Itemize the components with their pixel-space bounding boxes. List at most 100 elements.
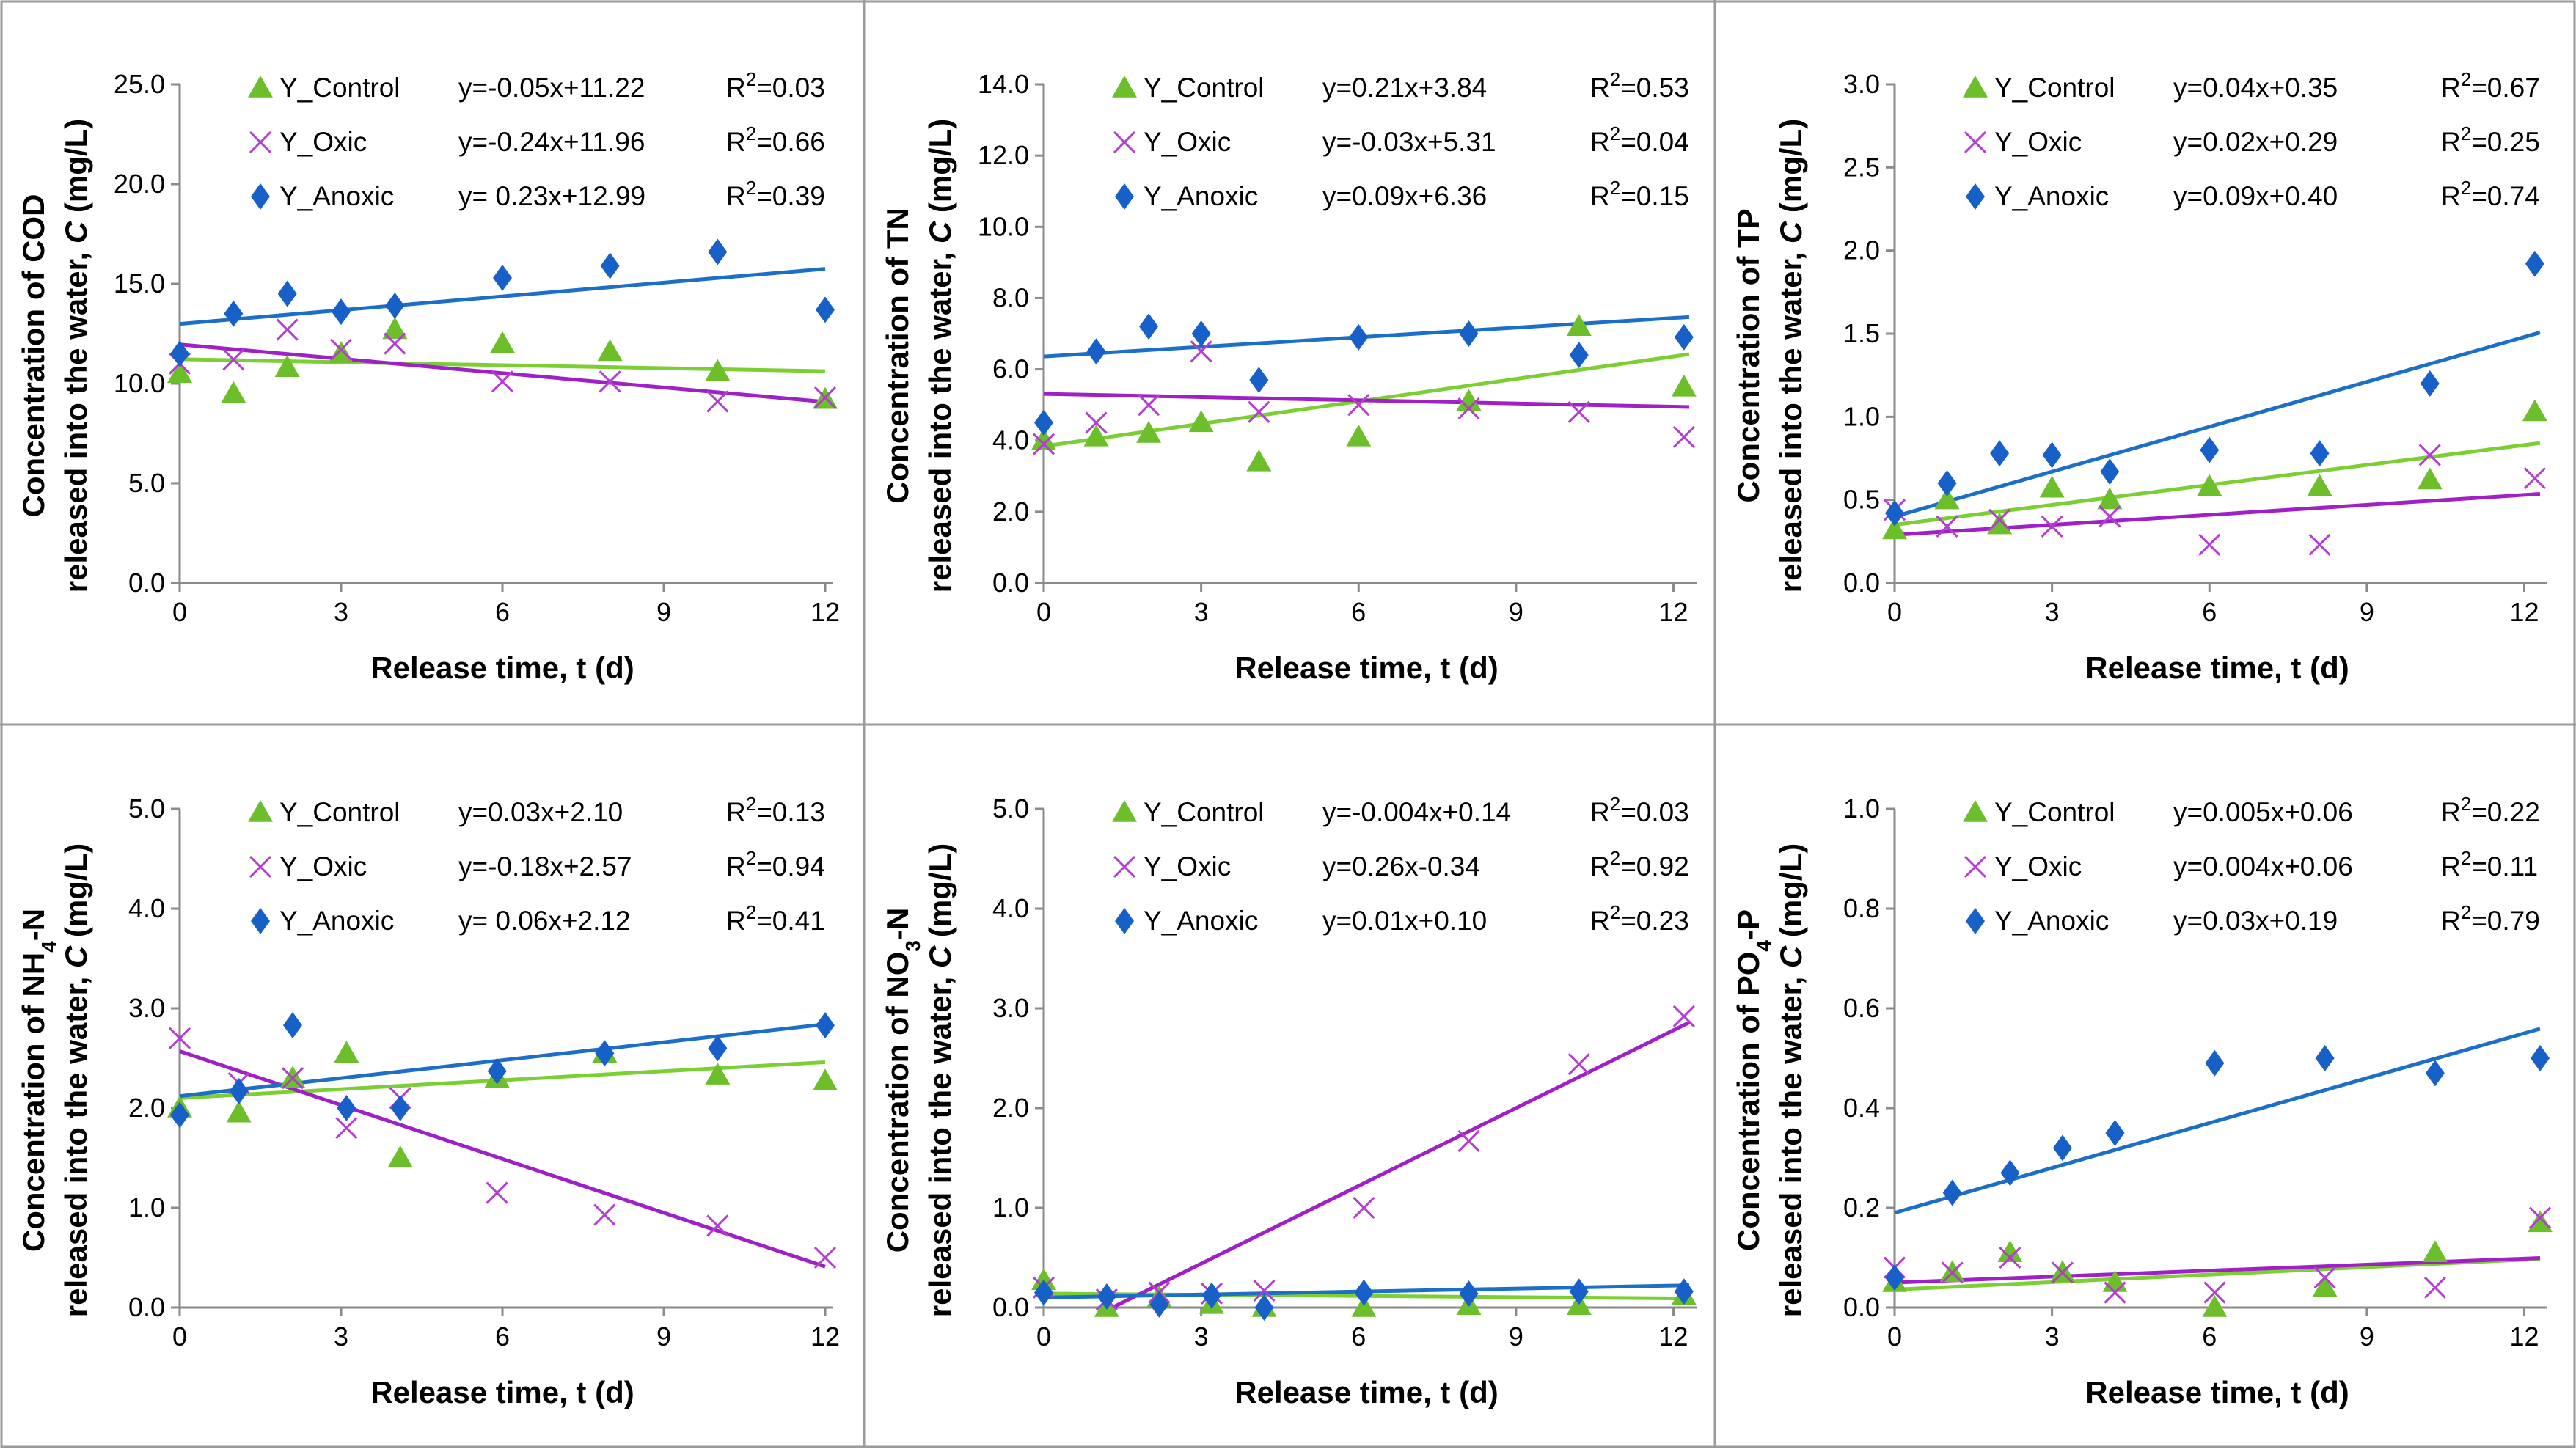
data-point-y-anoxic	[277, 280, 297, 307]
x-axis-label: Release time, t (d)	[370, 1375, 634, 1409]
r2-value: =0.13	[756, 797, 825, 827]
x-tick-label: 9	[2360, 597, 2374, 627]
data-point-y-oxic	[486, 1181, 508, 1204]
data-point-y-oxic	[222, 348, 245, 371]
r2-value: =0.03	[756, 73, 825, 103]
data-point-y-oxic	[1988, 508, 2011, 531]
legend-label: Y_Oxic	[1994, 127, 2082, 157]
data-point-y-control	[1188, 410, 1214, 433]
data-point-y-oxic	[2308, 533, 2331, 556]
data-point-y-anoxic	[2420, 370, 2440, 397]
legend-equation: y=0.09x+0.40	[2173, 181, 2338, 211]
chart-panel-3: 0.0 0.5 1.0 1.5 2.0 2.5 3.0 0 3 6 9 12 Release time,…	[1731, 68, 2547, 685]
r2-value: =0.92	[1620, 851, 1689, 881]
y-tick-label: 4.0	[128, 893, 165, 923]
data-point-y-anoxic	[283, 1012, 302, 1039]
data-point-y-anoxic	[1459, 1280, 1479, 1307]
data-point-y-anoxic	[1034, 409, 1053, 436]
y-tick-label: 0.5	[1843, 485, 1880, 515]
data-point-y-anoxic	[170, 340, 189, 367]
data-point-y-control	[334, 1041, 359, 1063]
data-point-y-anoxic	[2105, 1120, 2125, 1146]
y-axis-label-part: (mg/L)	[923, 843, 957, 946]
data-point-y-anoxic	[2531, 1045, 2550, 1071]
y-tick-label: 0.4	[1843, 1093, 1880, 1123]
legend-marker	[1966, 183, 1985, 210]
data-point-y-anoxic	[229, 1077, 249, 1104]
y-tick-label: 8.0	[992, 282, 1029, 312]
data-point-y-anoxic	[2315, 1045, 2335, 1071]
data-point-y-anoxic	[1674, 1278, 1694, 1305]
data-point-y-control	[705, 1063, 731, 1085]
data-point-y-control	[167, 361, 192, 384]
data-point-y-anoxic	[2425, 1060, 2445, 1087]
y-tick-label: 25.0	[114, 69, 165, 99]
data-point-y-anoxic	[2052, 1134, 2072, 1162]
y-axis-label-line: Concentration of PO4-P	[1731, 909, 1775, 1251]
y-axis-label-line: Concentration of TN	[880, 208, 915, 504]
r2-prefix: R	[1590, 851, 1610, 881]
y-tick-label: 1.0	[992, 1192, 1029, 1222]
r2-prefix: R	[1590, 181, 1610, 211]
x-axis-label: Release time, t (d)	[370, 650, 634, 685]
y-axis-label-part: Concentration of PO	[1731, 952, 1765, 1251]
x-axis-label: Release time, t (d)	[2085, 650, 2349, 685]
x-tick-label: 0	[1887, 1321, 1902, 1352]
chart-panel-1: 0.0 5.0 10.0 15.0 20.0 25.0 0 3 6 9 12 Release time…	[16, 68, 840, 685]
r2-prefix: R	[726, 906, 746, 936]
x-axis-label: Release time, t (d)	[1234, 650, 1498, 685]
x-tick-label: 0	[172, 597, 187, 627]
r2-prefix: R	[726, 851, 746, 881]
data-point-y-control	[2528, 1210, 2553, 1233]
data-point-y-control	[2049, 1260, 2075, 1283]
data-point-y-oxic	[2423, 1276, 2446, 1299]
r2-superscript: 2	[2461, 901, 2471, 923]
y-tick-label: 14.0	[978, 69, 1029, 99]
r2-prefix: R	[1590, 797, 1610, 827]
legend-marker	[1964, 131, 1987, 154]
legend-marker	[1113, 855, 1136, 879]
x-tick-label: 12	[2510, 1321, 2539, 1352]
y-axis-label-part: C	[923, 221, 957, 243]
data-point-y-anoxic	[493, 264, 512, 291]
legend-marker	[251, 183, 270, 210]
data-point-y-control	[1882, 517, 1907, 540]
r2-value: =0.25	[2471, 127, 2540, 157]
trend-line-y-oxic	[1111, 1021, 1691, 1310]
data-point-y-anoxic	[1937, 470, 1957, 496]
legend-label: Y_Control	[1994, 73, 2115, 103]
data-point-y-anoxic	[708, 238, 728, 265]
legend-r2: R2=0.25	[2441, 122, 2540, 157]
r2-value: =0.74	[2471, 181, 2540, 211]
data-point-y-control	[2422, 1240, 2448, 1262]
data-point-y-control	[705, 359, 731, 381]
data-point-y-anoxic	[1459, 320, 1479, 347]
r2-prefix: R	[1590, 127, 1610, 157]
legend-marker	[251, 908, 270, 934]
trend-line-y-anoxic	[1894, 331, 2541, 518]
data-point-y-anoxic	[2000, 1159, 2020, 1187]
r2-value: =0.41	[756, 906, 825, 936]
data-point-y-oxic	[1567, 1053, 1590, 1076]
legend-label: Y_Oxic	[1144, 851, 1231, 881]
x-tick-label: 6	[495, 1321, 510, 1352]
data-point-y-anoxic	[1569, 342, 1589, 369]
x-tick-label: 12	[1659, 597, 1688, 627]
r2-superscript: 2	[746, 793, 756, 815]
legend-marker	[1115, 908, 1134, 934]
data-point-y-anoxic	[1097, 1283, 1116, 1310]
x-tick-label: 6	[2202, 1321, 2217, 1352]
x-tick-label: 9	[656, 597, 671, 627]
legend-equation: y=-0.03x+5.31	[1322, 127, 1496, 157]
data-point-y-anoxic	[816, 1012, 835, 1039]
x-tick-label: 0	[1887, 597, 1902, 627]
data-point-y-control	[2312, 1275, 2338, 1297]
legend-marker	[249, 855, 272, 879]
r2-superscript: 2	[2461, 68, 2471, 90]
legend-equation: y=-0.05x+11.22	[458, 73, 645, 103]
chart-panel-2: 0.0 2.0 4.0 6.0 8.0 10.0 12.0 14.0 0 3 6 9 12 Release…	[880, 68, 1697, 685]
y-axis-label-line: released into the water, C (mg/L)	[59, 119, 93, 593]
legend-label: Y_Oxic	[1994, 851, 2082, 881]
